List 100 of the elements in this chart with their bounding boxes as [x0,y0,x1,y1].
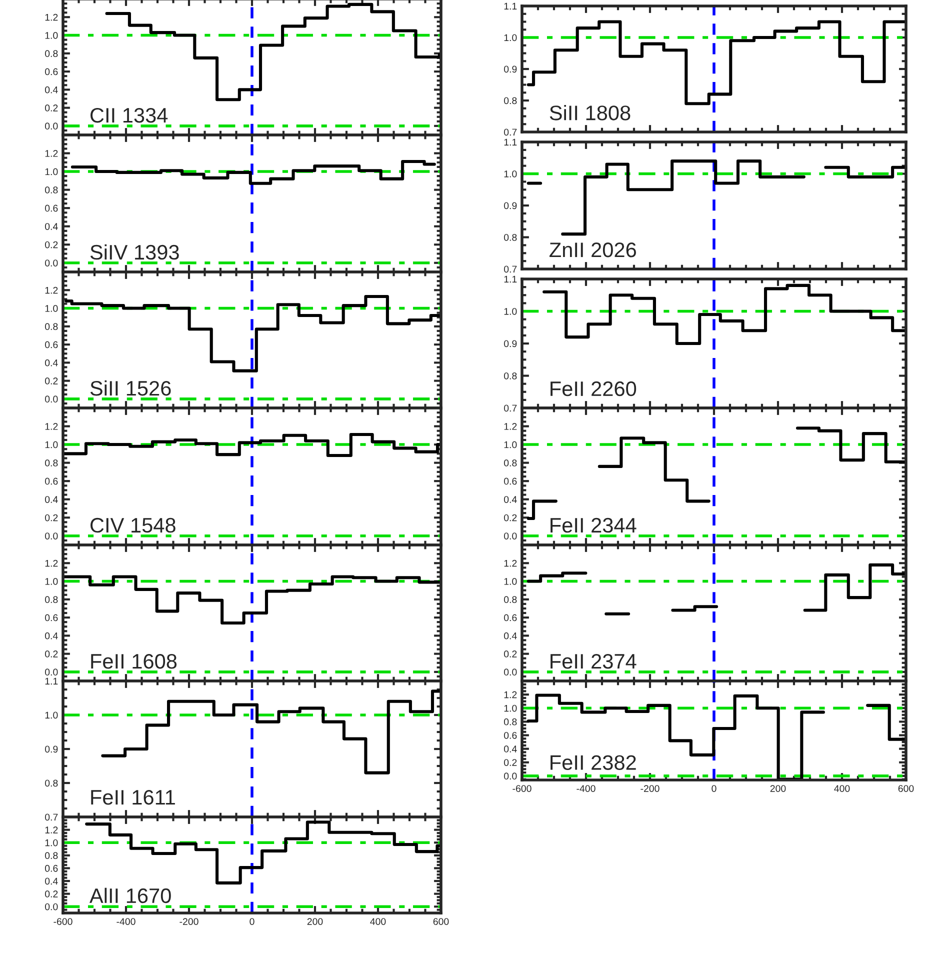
y-tick-label: 1.1 [504,276,517,283]
y-tick-label: 0.6 [45,341,58,348]
x-tick-label: 400 [370,918,386,925]
y-tick-label: 0.7 [45,814,58,821]
y-tick-label: 0.4 [45,632,58,640]
x-tick-label: -600 [512,785,532,792]
x-tick-label: 200 [307,918,323,925]
y-tick-label: 0.8 [45,323,58,330]
y-tick-label: 0.6 [45,614,58,622]
y-tick-label: 1.0 [45,712,58,719]
y-tick-label: 0.2 [45,650,58,658]
annotation: SiIV 1393 [90,244,179,260]
y-tick-label: 0.0 [45,903,58,910]
y-tick-label: 0.2 [504,759,517,766]
y-tick-label: 1.2 [45,286,58,294]
annotation: FeII 1608 [91,654,177,669]
y-tick-label: 0.4 [45,86,58,94]
x-tick-label: 0 [250,918,254,925]
y-tick-label: 0.2 [45,241,58,248]
y-tick-label: 1.0 [504,704,517,712]
y-tick-label: 0.7 [504,266,517,273]
y-tick-label: 0.8 [504,718,517,726]
y-tick-label: 1.0 [45,168,58,176]
annotation: CIV 1548 [90,518,176,533]
y-tick-label: 1.2 [45,150,58,157]
y-tick-label: 1.2 [504,691,517,698]
x-tick-label: -400 [576,785,596,792]
annotation: CII 1334 [90,108,168,123]
x-tick-label: 600 [433,918,449,925]
y-tick-label: 0.8 [45,50,58,58]
y-tick-label: 0.2 [45,104,58,112]
y-tick-label: 0.0 [45,532,58,540]
y-tick-label: 0.8 [504,460,517,466]
y-tick-label: 0.7 [504,128,517,136]
y-tick-label: 1.0 [45,305,58,312]
x-tick-label: -600 [54,918,72,925]
annotation: FeII 2374 [550,654,636,669]
y-tick-label: 0.8 [504,596,517,604]
x-tick-label: 0 [712,785,716,792]
y-tick-label: 0.6 [504,614,517,622]
annotation: FeII 2344 [550,518,636,533]
y-tick-label: 0.9 [45,746,58,753]
y-tick-label: 0.7 [504,404,517,412]
y-tick-label: 0.4 [45,223,58,230]
y-tick-label: 0.8 [504,97,517,104]
x-tick-label: -200 [180,918,198,925]
annotation: SiII 1808 [550,105,630,120]
y-tick-label: 1.1 [504,2,517,10]
y-tick-label: 0.8 [45,596,58,604]
y-tick-label: 0.6 [45,68,58,76]
y-tick-label: 0.2 [45,890,58,898]
y-tick-label: 0.6 [45,864,58,872]
y-tick-label: 0.9 [504,340,517,348]
y-tick-label: 0.4 [45,496,58,503]
y-tick-label: 0.0 [45,396,58,403]
y-tick-label: 0.2 [504,650,517,658]
y-tick-label: 1.1 [504,138,517,146]
y-tick-label: 0.4 [504,746,517,752]
y-tick-label: 0.0 [504,668,517,676]
y-tick-label: 1.2 [504,560,517,567]
x-tick-label: -400 [116,918,136,925]
x-tick-label: 600 [898,785,914,792]
annotation: FeII 2382 [550,755,636,770]
y-tick-label: 0.9 [504,202,517,210]
y-tick-label: 1.0 [45,441,58,448]
annotation: FeII 2260 [550,381,636,396]
y-tick-label: 0.8 [45,460,58,466]
y-tick-label: 0.6 [504,478,517,485]
y-tick-label: 1.0 [45,32,58,39]
y-tick-label: 0.8 [45,780,58,787]
y-tick-label: 0.6 [45,204,58,212]
x-tick-label: -200 [640,785,660,792]
y-tick-label: 1.0 [45,839,58,846]
y-tick-label: 1.2 [45,423,58,430]
annotation: AlII 1670 [90,888,171,904]
y-tick-label: 0.9 [504,66,517,73]
y-tick-label: 0.6 [45,478,58,485]
x-tick-label: 400 [834,785,850,792]
y-tick-label: 0.8 [504,372,517,380]
y-tick-label: 0.0 [45,122,58,130]
y-tick-label: 1.0 [504,578,517,585]
y-tick-label: 0.4 [45,878,58,885]
y-tick-label: 1.0 [504,441,517,448]
y-tick-label: 1.0 [504,170,517,178]
y-tick-label: 1.0 [504,308,517,315]
y-tick-label: 1.0 [45,578,58,585]
y-tick-label: 1.0 [504,34,517,42]
y-tick-label: 0.0 [504,532,517,540]
annotation: SiII 1526 [90,380,171,396]
y-tick-label: 0.2 [45,514,58,522]
y-tick-label: 0.0 [504,772,517,780]
y-tick-label: 1.2 [45,560,58,567]
x-tick-label: 200 [770,785,786,792]
y-tick-label: 0.4 [45,359,58,366]
annotation: FeII 1611 [91,790,175,805]
y-tick-label: 1.1 [45,678,58,685]
y-tick-label: 0.8 [45,852,58,860]
y-tick-label: 0.4 [504,496,517,503]
y-tick-label: 0.6 [504,732,517,739]
y-tick-label: 1.2 [45,826,58,834]
